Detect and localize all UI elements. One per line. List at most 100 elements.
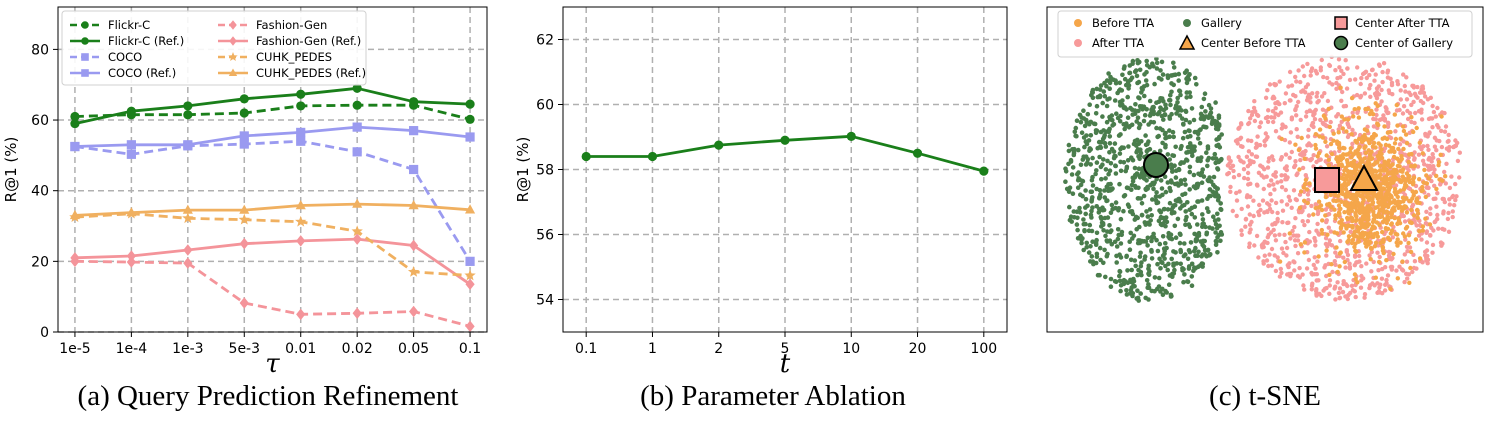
c-gallery-point bbox=[1117, 181, 1122, 187]
c-gallery-point bbox=[1154, 56, 1159, 61]
c-after-tta-point bbox=[1245, 176, 1251, 182]
c-after-tta-point bbox=[1368, 94, 1373, 100]
c-after-tta-point bbox=[1247, 230, 1252, 235]
c-before-tta-point bbox=[1326, 163, 1332, 168]
c-after-tta-point bbox=[1359, 264, 1364, 269]
c-gallery-point bbox=[1191, 117, 1197, 123]
c-after-tta-point bbox=[1321, 74, 1326, 80]
c-before-tta-point bbox=[1381, 163, 1386, 168]
c-after-tta-point bbox=[1252, 118, 1258, 124]
a-data-point bbox=[70, 118, 80, 129]
c-after-tta-point bbox=[1404, 97, 1410, 102]
a-data-point bbox=[465, 278, 475, 291]
c-gallery-point bbox=[1139, 238, 1145, 244]
c-before-tta-point bbox=[1406, 240, 1411, 246]
c-gallery-point bbox=[1207, 187, 1213, 192]
c-before-tta-point bbox=[1370, 196, 1375, 201]
c-gallery-point bbox=[1094, 128, 1100, 133]
c-before-tta-point bbox=[1409, 207, 1414, 213]
c-gallery-point bbox=[1139, 166, 1145, 172]
c-after-tta-point bbox=[1312, 117, 1318, 122]
c-before-tta-point bbox=[1346, 234, 1352, 239]
c-after-tta-point bbox=[1315, 100, 1320, 105]
c-before-tta-point bbox=[1376, 141, 1381, 146]
c-gallery-point bbox=[1108, 181, 1113, 187]
c-after-tta-point bbox=[1309, 287, 1315, 292]
c-after-tta-point bbox=[1324, 123, 1329, 129]
c-before-tta-point bbox=[1401, 146, 1406, 152]
c-gallery-point bbox=[1121, 208, 1126, 214]
c-after-tta-point bbox=[1247, 158, 1252, 163]
c-gallery-point bbox=[1202, 247, 1208, 253]
c-gallery-point bbox=[1167, 128, 1172, 133]
c-after-tta-point bbox=[1444, 161, 1449, 166]
c-before-tta-point bbox=[1333, 213, 1338, 218]
c-before-tta-point bbox=[1411, 175, 1417, 180]
c-gallery-point bbox=[1132, 258, 1138, 263]
c-gallery-point bbox=[1158, 209, 1164, 215]
c-after-tta-point bbox=[1431, 164, 1436, 169]
c-after-tta-point bbox=[1328, 119, 1333, 125]
c-before-tta-point bbox=[1313, 205, 1318, 211]
c-after-tta-point bbox=[1333, 68, 1338, 73]
c-before-tta-point bbox=[1342, 200, 1348, 205]
c-before-tta-point bbox=[1368, 245, 1374, 251]
a-legend-label: Fashion-Gen bbox=[256, 18, 327, 32]
c-before-tta-point bbox=[1362, 222, 1367, 227]
c-after-tta-point bbox=[1424, 255, 1429, 260]
c-after-tta-point bbox=[1305, 192, 1311, 197]
c-after-tta-point bbox=[1403, 89, 1408, 94]
c-gallery-point bbox=[1211, 214, 1216, 219]
c-before-tta-point bbox=[1316, 151, 1322, 156]
c-gallery-point bbox=[1097, 245, 1103, 251]
c-gallery-point bbox=[1125, 202, 1131, 207]
c-gallery-point bbox=[1102, 195, 1108, 200]
c-gallery-point bbox=[1158, 68, 1163, 73]
c-after-tta-point bbox=[1272, 187, 1277, 192]
c-before-tta-point bbox=[1389, 221, 1395, 226]
c-gallery-point bbox=[1073, 125, 1079, 131]
a-legend-marker bbox=[81, 37, 89, 45]
c-gallery-point bbox=[1109, 241, 1115, 247]
c-gallery-point bbox=[1117, 119, 1123, 124]
c-before-tta-point bbox=[1380, 229, 1385, 235]
c-gallery-point bbox=[1139, 272, 1144, 278]
c-before-tta-point bbox=[1352, 272, 1358, 277]
c-gallery-point bbox=[1124, 288, 1129, 293]
c-before-tta-point bbox=[1347, 162, 1353, 168]
c-after-tta-point bbox=[1372, 152, 1377, 157]
c-gallery-point bbox=[1178, 249, 1184, 255]
c-after-tta-point bbox=[1446, 210, 1451, 216]
c-gallery-point bbox=[1206, 253, 1212, 258]
c-after-tta-point bbox=[1405, 116, 1411, 122]
a-xtick-label: 0.01 bbox=[285, 341, 316, 357]
c-gallery-point bbox=[1094, 160, 1100, 165]
c-after-tta-point bbox=[1364, 261, 1369, 266]
c-gallery-point bbox=[1127, 239, 1132, 244]
c-gallery-point bbox=[1142, 220, 1148, 225]
c-before-tta-point bbox=[1316, 254, 1321, 259]
c-after-tta-point bbox=[1402, 83, 1408, 89]
c-before-tta-point bbox=[1362, 156, 1367, 161]
c-after-tta-point bbox=[1369, 269, 1374, 274]
c-gallery-point bbox=[1205, 144, 1211, 149]
c-after-tta-point bbox=[1439, 128, 1444, 134]
c-gallery-point bbox=[1123, 279, 1128, 284]
c-after-tta-point bbox=[1390, 255, 1395, 261]
c-gallery-point bbox=[1091, 121, 1097, 126]
c-gallery-point bbox=[1176, 71, 1182, 77]
c-after-tta-point bbox=[1334, 86, 1339, 92]
c-after-tta-point bbox=[1267, 202, 1272, 208]
c-gallery-point bbox=[1159, 59, 1165, 65]
c-before-tta-point bbox=[1343, 194, 1348, 199]
c-after-tta-point bbox=[1385, 70, 1390, 75]
c-gallery-point bbox=[1097, 272, 1102, 278]
c-after-tta-point bbox=[1284, 202, 1290, 207]
c-gallery-point bbox=[1184, 76, 1189, 82]
c-gallery-point bbox=[1162, 206, 1167, 212]
c-gallery-point bbox=[1170, 169, 1175, 174]
c-gallery-point bbox=[1173, 144, 1178, 150]
c-before-tta-point bbox=[1305, 200, 1311, 206]
c-after-tta-point bbox=[1285, 263, 1291, 268]
